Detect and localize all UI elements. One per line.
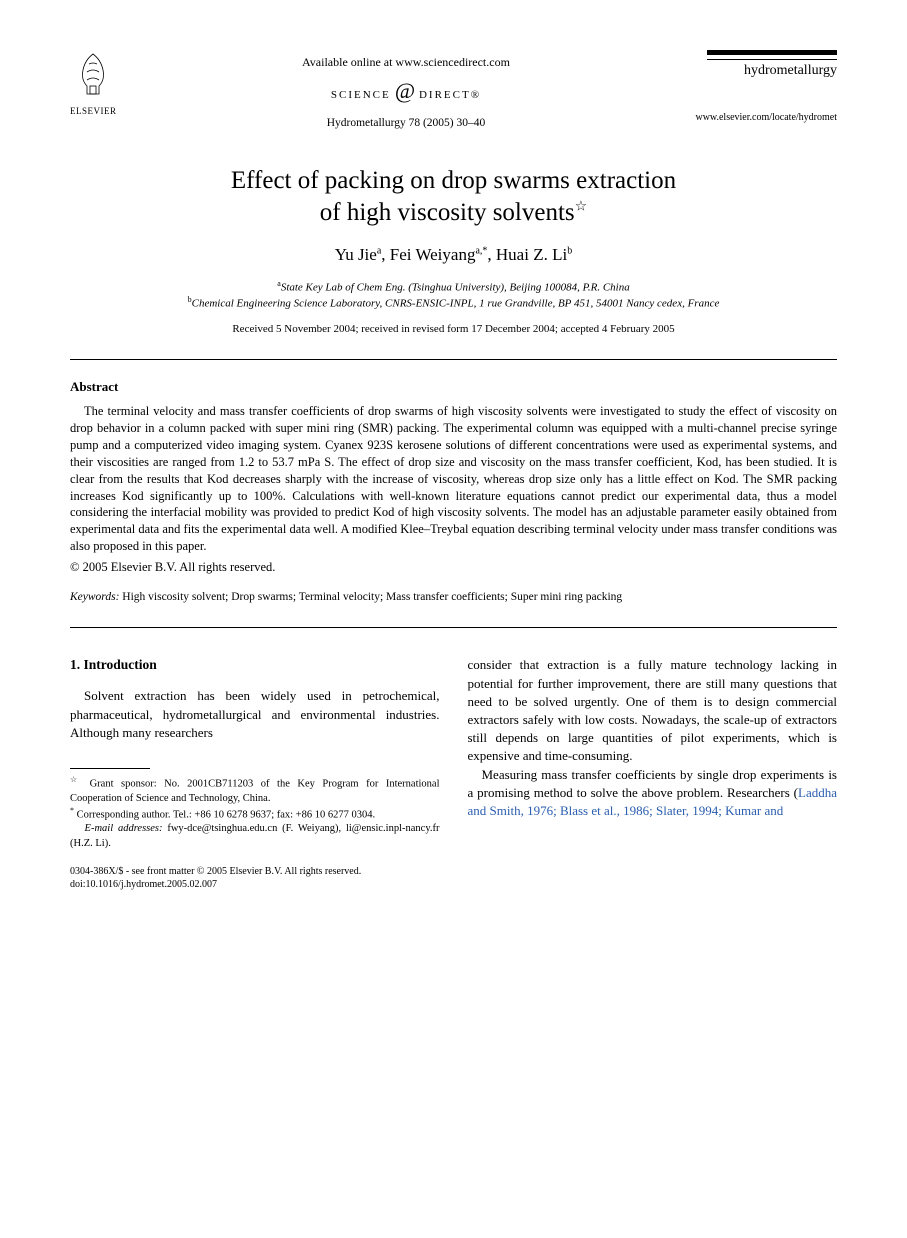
abstract-text: The terminal velocity and mass transfer …	[70, 403, 837, 555]
header-center: Available online at www.sciencedirect.co…	[117, 50, 696, 131]
title-footnote-mark: ☆	[575, 199, 588, 214]
sciencedirect-logo: SCIENCE @ DIRECT®	[117, 76, 696, 106]
sd-left: SCIENCE	[331, 89, 391, 101]
header: ELSEVIER Available online at www.science…	[70, 50, 837, 131]
keywords: Keywords: High viscosity solvent; Drop s…	[70, 590, 837, 606]
footer-doi: doi:10.1016/j.hydromet.2005.02.007	[70, 878, 440, 892]
author-3: Huai Z. Li	[496, 245, 567, 264]
title-line-2: of high viscosity solvents	[320, 199, 575, 226]
affiliation-b: bChemical Engineering Science Laboratory…	[70, 295, 837, 312]
footer-line-1: 0304-386X/$ - see front matter © 2005 El…	[70, 865, 440, 879]
page-footer: 0304-386X/$ - see front matter © 2005 El…	[70, 865, 440, 892]
keywords-label: Keywords:	[70, 591, 119, 603]
left-column: 1. Introduction Solvent extraction has b…	[70, 656, 440, 891]
journal-block: hydrometallurgy www.elsevier.com/locate/…	[695, 50, 837, 124]
footnote-grant: ☆ Grant sponsor: No. 2001CB711203 of the…	[70, 775, 440, 806]
author-1: Yu Jie	[335, 245, 377, 264]
footnote-rule	[70, 768, 150, 769]
divider-top	[70, 359, 837, 360]
section-1-heading: 1. Introduction	[70, 656, 440, 675]
article-dates: Received 5 November 2004; received in re…	[70, 322, 837, 337]
author-3-affil: b	[567, 245, 572, 256]
elsevier-tree-icon	[71, 50, 115, 98]
sd-at-icon: @	[395, 78, 415, 103]
divider-bottom	[70, 627, 837, 628]
journal-rule-icon	[707, 50, 837, 60]
available-online-text: Available online at www.sciencedirect.co…	[117, 54, 696, 70]
copyright-line: © 2005 Elsevier B.V. All rights reserved…	[70, 559, 837, 576]
author-2: Fei Weiyang	[390, 245, 476, 264]
journal-name: hydrometallurgy	[695, 62, 837, 81]
journal-url: www.elsevier.com/locate/hydromet	[695, 111, 837, 125]
citation: Hydrometallurgy 78 (2005) 30–40	[117, 116, 696, 132]
author-list: Yu Jiea, Fei Weiyanga,*, Huai Z. Lib	[70, 244, 837, 267]
publisher-name: ELSEVIER	[70, 105, 117, 117]
footnotes: ☆ Grant sponsor: No. 2001CB711203 of the…	[70, 775, 440, 851]
keywords-text: High viscosity solvent; Drop swarms; Ter…	[119, 591, 622, 603]
right-column: consider that extraction is a fully matu…	[468, 656, 838, 891]
article-title: Effect of packing on drop swarms extract…	[70, 165, 837, 228]
intro-para-1: Solvent extraction has been widely used …	[70, 687, 440, 742]
author-2-affil: a,*	[475, 245, 487, 256]
affiliations: aState Key Lab of Chem Eng. (Tsinghua Un…	[70, 279, 837, 312]
right-para-2: Measuring mass transfer coefficients by …	[468, 766, 838, 821]
footnote-email: E-mail addresses: fwy-dce@tsinghua.edu.c…	[70, 822, 440, 850]
author-1-affil: a	[377, 245, 381, 256]
body-columns: 1. Introduction Solvent extraction has b…	[70, 656, 837, 891]
right-para-1: consider that extraction is a fully matu…	[468, 656, 838, 765]
title-line-1: Effect of packing on drop swarms extract…	[231, 167, 676, 194]
publisher-logo-block: ELSEVIER	[70, 50, 117, 117]
affiliation-a: aState Key Lab of Chem Eng. (Tsinghua Un…	[70, 279, 837, 296]
abstract-body: The terminal velocity and mass transfer …	[70, 403, 837, 555]
abstract-heading: Abstract	[70, 378, 837, 396]
sd-right: DIRECT®	[419, 89, 481, 101]
footnote-corresponding: * Corresponding author. Tel.: +86 10 627…	[70, 806, 440, 823]
